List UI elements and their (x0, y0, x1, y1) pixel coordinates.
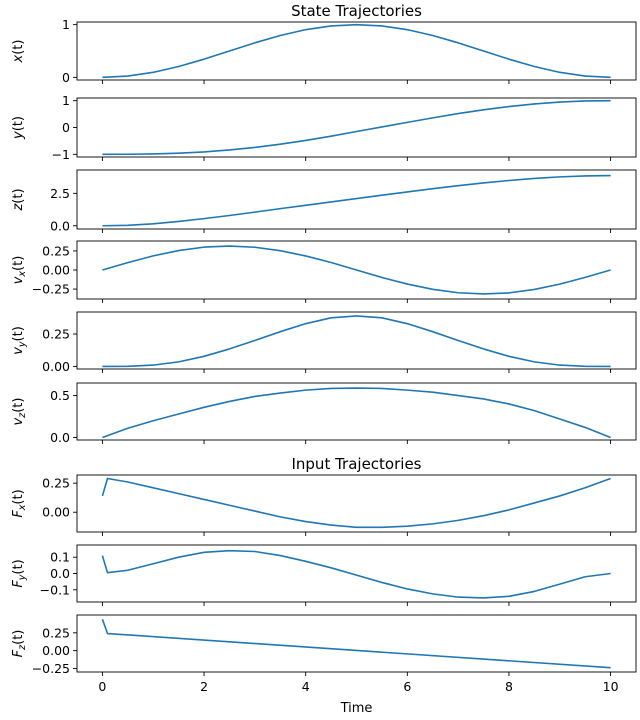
x-axis-label: Time (340, 701, 373, 716)
series-line-0-0 (102, 23, 611, 79)
y-tick-label: −0.25 (32, 661, 70, 676)
y-label-arg: (t) (11, 116, 26, 131)
panel-title: Input Trajectories (291, 455, 421, 473)
x-tick-label: 4 (302, 679, 310, 694)
y-axis-label: Fy(t) (11, 559, 28, 587)
panel-8: −0.25 0.00 0.25 Fz(t) 0 2 4 6 8 10 Time (11, 614, 637, 716)
y-tick-label: 1 (62, 17, 70, 32)
x-tick-label: 10 (603, 679, 619, 694)
y-label-sub: y (17, 341, 28, 348)
x-tick-label: 0 (98, 679, 106, 694)
series-line-4-0 (102, 315, 611, 368)
y-tick-label: 0.00 (42, 643, 70, 658)
series-line-1-0 (102, 99, 611, 156)
y-axis-label: x(t) (11, 40, 26, 64)
axes-frame-0 (76, 21, 637, 81)
y-tick-label: 0.1 (50, 550, 70, 565)
y-label-base: v (11, 276, 26, 284)
panel-2: 0.0 2.5 z(t) (11, 169, 637, 233)
y-label-sub: z (17, 644, 28, 651)
x-tick-label: 6 (403, 679, 411, 694)
axes-frame-2 (76, 169, 637, 230)
y-axis-label: vx(t) (11, 256, 28, 285)
axes-frame-5 (76, 382, 637, 441)
y-axis-label: Fx(t) (11, 489, 28, 517)
y-label-base: F (11, 580, 26, 588)
panel-0: 0 1 State Trajectories x(t) (11, 2, 637, 85)
y-tick-label: 0.25 (42, 327, 70, 342)
x-tick-label: 2 (200, 679, 208, 694)
y-label-sub: y (17, 574, 28, 581)
y-axis-label: vy(t) (11, 326, 28, 355)
panel-1: −1 0 1 y(t) (11, 93, 637, 162)
panel-title: State Trajectories (291, 2, 422, 20)
y-label-base: z (11, 203, 26, 212)
y-label-arg: (t) (11, 256, 26, 271)
panel-5: 0.0 0.5 vz(t) (11, 382, 637, 445)
y-label-base: F (11, 649, 26, 657)
y-tick-label: 0.00 (42, 505, 70, 520)
series-line-6-0 (101, 477, 611, 529)
y-label-arg: (t) (11, 40, 26, 55)
panel-6: 0.00 0.25 Input Trajectories Fx(t) (11, 455, 637, 536)
axes-frame-8 (76, 614, 637, 673)
y-tick-label: −0.1 (40, 582, 70, 597)
series-line-7-0 (101, 549, 611, 599)
y-label-arg: (t) (11, 630, 26, 645)
y-tick-label: 0 (62, 70, 70, 85)
y-tick-label: 0.0 (50, 430, 70, 445)
y-label-arg: (t) (11, 326, 26, 341)
axes-frame-6 (76, 474, 637, 533)
y-label-base: y (11, 131, 26, 140)
axes-frame-7 (76, 544, 637, 603)
panel-7: −0.10.00.1 Fy(t) (11, 544, 637, 606)
y-label-arg: (t) (11, 398, 26, 413)
y-tick-label: 0.25 (42, 625, 70, 640)
x-tick-label: 8 (505, 679, 513, 694)
y-label-sub: x (17, 504, 28, 511)
y-tick-label: 0.25 (42, 476, 70, 491)
y-tick-label: 2.5 (50, 186, 70, 201)
y-label-arg: (t) (11, 559, 26, 574)
y-axis-label: y(t) (11, 116, 26, 140)
y-label-sub: x (17, 271, 28, 278)
y-label-base: F (11, 510, 26, 518)
y-label-base: v (11, 347, 26, 355)
y-tick-label: 0.0 (50, 566, 70, 581)
series-line-2-0 (102, 174, 611, 227)
y-tick-label: 1 (62, 93, 70, 108)
series-line-5-0 (102, 387, 611, 439)
y-tick-label: 0.00 (42, 359, 70, 374)
series-line-8-0 (101, 619, 611, 669)
y-tick-label: 0.0 (50, 218, 70, 233)
y-axis-label: vz(t) (11, 398, 28, 426)
panel-4: 0.00 0.25 vy(t) (11, 311, 637, 374)
y-axis-label: z(t) (11, 188, 26, 211)
y-tick-label: −1 (52, 147, 70, 162)
series-line-3-0 (102, 245, 611, 295)
axes-frame-4 (76, 311, 637, 370)
y-tick-label: 0.25 (42, 243, 70, 258)
y-label-base: v (11, 417, 26, 425)
y-tick-label: 0.00 (42, 263, 70, 278)
y-tick-label: 0.5 (50, 388, 70, 403)
y-label-sub: z (17, 412, 28, 419)
y-label-arg: (t) (11, 188, 26, 203)
y-label-base: x (11, 54, 26, 63)
y-tick-label: −0.25 (32, 282, 70, 297)
axes-frame-1 (76, 97, 637, 158)
y-tick-label: 0 (62, 120, 70, 135)
panel-3: −0.25 0.00 0.25 vx(t) (11, 240, 637, 303)
y-label-arg: (t) (11, 489, 26, 504)
y-axis-label: Fz(t) (11, 630, 28, 658)
